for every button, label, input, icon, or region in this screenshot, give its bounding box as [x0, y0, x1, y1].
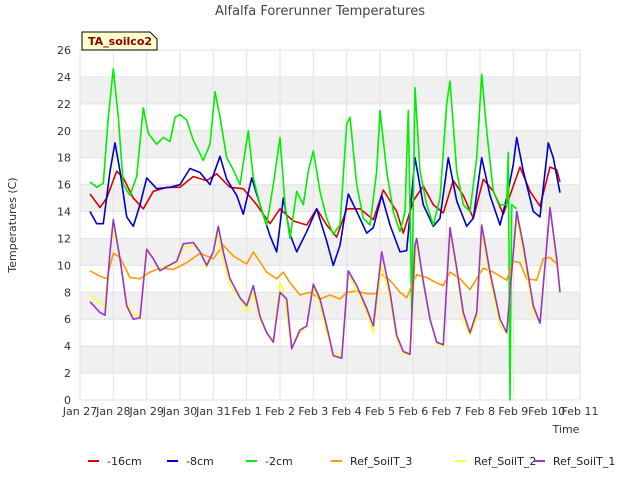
y-tick-label: 10 [57, 259, 71, 272]
series-line-8cm [89, 136, 561, 267]
y-tick-label: 18 [57, 152, 71, 165]
grid-lines [79, 49, 581, 401]
series-line-2cm [89, 68, 518, 401]
legend-label: -8cm [186, 455, 214, 468]
legend-label: -16cm [107, 455, 142, 468]
legend: -16cm -8cm -2cm Ref_SoilT_3 Ref_SoilT_2 Ref_S… [88, 455, 615, 468]
x-tick-label: Feb 5 [365, 405, 395, 418]
y-tick-label: 2 [64, 367, 71, 380]
y-tick-label: 26 [57, 44, 71, 57]
x-tick-label: Feb 10 [528, 405, 565, 418]
legend-label: Ref_SoilT_1 [553, 455, 615, 468]
legend-label: -2cm [265, 455, 293, 468]
y-tick-label: 20 [57, 125, 71, 138]
dataset-badge: TA_soilco2 [81, 31, 158, 51]
x-tick-label: Feb 4 [332, 405, 362, 418]
legend-label: Ref_SoilT_2 [474, 455, 536, 468]
x-tick-label: Jan 27 [62, 405, 97, 418]
legend-label: Ref_SoilT_3 [350, 455, 412, 468]
y-tick-label: 8 [64, 286, 71, 299]
y-tick-label: 14 [57, 206, 71, 219]
plot-band [80, 76, 580, 104]
x-tick-label: Feb 1 [232, 405, 262, 418]
series-lines [89, 68, 561, 401]
y-tick-label: 12 [57, 232, 71, 245]
y-tick-label: 4 [64, 340, 71, 353]
series-line-ref-soilt-1 [89, 206, 561, 360]
y-axis-label: Temperatures (C) [6, 177, 19, 273]
x-axis-label: Time [552, 423, 580, 436]
plot-band [80, 130, 580, 158]
y-tick-label: 6 [64, 313, 71, 326]
x-tick-label: Jan 31 [195, 405, 230, 418]
x-tick-label: Feb 8 [465, 405, 495, 418]
series-line-ref-soilt-2 [89, 204, 561, 358]
dataset-badge-label: TA_soilco2 [88, 35, 152, 48]
x-tick-label: Feb 2 [265, 405, 295, 418]
chart-title: Alfalfa Forerunner Temperatures [215, 4, 425, 19]
plot-band [80, 346, 580, 374]
y-tick-label: 16 [57, 179, 71, 192]
x-tick-label: Jan 30 [162, 405, 197, 418]
plot-background [80, 50, 580, 400]
y-tick-label: 24 [57, 71, 71, 84]
x-tick-label: Jan 28 [95, 405, 130, 418]
x-tick-label: Jan 29 [128, 405, 163, 418]
x-tick-label: Feb 3 [298, 405, 328, 418]
y-tick-label: 0 [64, 394, 71, 407]
plot-band [80, 292, 580, 320]
x-tick-label: Feb 6 [398, 405, 428, 418]
x-tick-label: Feb 7 [432, 405, 462, 418]
y-tick-label: 22 [57, 98, 71, 111]
x-tick-label: Feb 11 [562, 405, 599, 418]
x-tick-label: Feb 9 [498, 405, 528, 418]
